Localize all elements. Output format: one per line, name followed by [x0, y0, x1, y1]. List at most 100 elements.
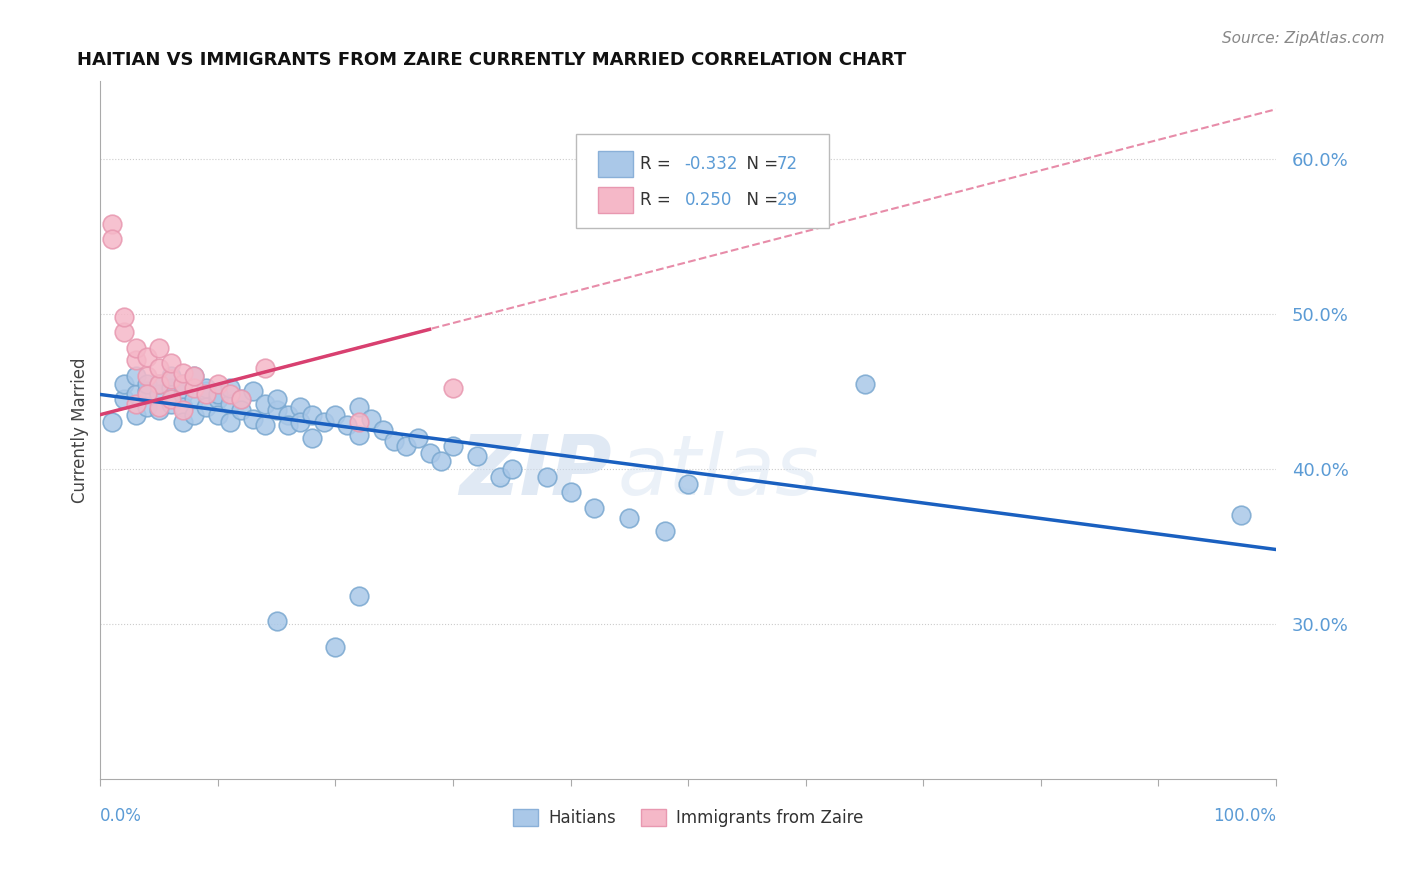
Point — [124, 408, 146, 422]
Point — [136, 400, 159, 414]
Point — [136, 351, 159, 365]
Point — [148, 400, 170, 414]
Point — [654, 524, 676, 538]
Point — [207, 376, 229, 391]
Point — [160, 372, 183, 386]
Point — [172, 416, 194, 430]
Point — [347, 427, 370, 442]
Point — [207, 387, 229, 401]
Point — [242, 412, 264, 426]
Point — [148, 361, 170, 376]
Point — [112, 392, 135, 406]
Point — [266, 614, 288, 628]
Point — [242, 384, 264, 399]
Point — [148, 341, 170, 355]
Point — [301, 408, 323, 422]
Text: 29: 29 — [776, 191, 797, 209]
Point — [172, 400, 194, 414]
Point — [501, 462, 523, 476]
Point — [101, 217, 124, 231]
Point — [183, 381, 205, 395]
Text: Source: ZipAtlas.com: Source: ZipAtlas.com — [1222, 31, 1385, 46]
Text: N =: N = — [737, 155, 783, 173]
Point — [136, 387, 159, 401]
Point — [253, 418, 276, 433]
Point — [266, 403, 288, 417]
Point — [231, 392, 253, 406]
Y-axis label: Currently Married: Currently Married — [72, 358, 89, 503]
Point — [560, 485, 582, 500]
Point — [183, 408, 205, 422]
Point — [183, 392, 205, 406]
Point — [441, 381, 464, 395]
Point — [406, 431, 429, 445]
Point — [148, 387, 170, 401]
Point — [160, 392, 183, 406]
Text: R =: R = — [640, 155, 676, 173]
Point — [1229, 508, 1251, 523]
Point — [347, 416, 370, 430]
Point — [583, 500, 606, 515]
Point — [207, 392, 229, 406]
Point — [619, 511, 641, 525]
Point — [301, 431, 323, 445]
Text: HAITIAN VS IMMIGRANTS FROM ZAIRE CURRENTLY MARRIED CORRELATION CHART: HAITIAN VS IMMIGRANTS FROM ZAIRE CURRENT… — [77, 51, 905, 69]
Point — [160, 368, 183, 383]
Point — [489, 469, 512, 483]
Point — [290, 400, 312, 414]
Point — [277, 408, 299, 422]
Point — [231, 403, 253, 417]
Point — [195, 400, 218, 414]
Point — [347, 400, 370, 414]
Point — [136, 368, 159, 383]
Point — [218, 416, 240, 430]
Point — [160, 356, 183, 370]
Point — [312, 416, 335, 430]
Point — [124, 397, 146, 411]
Point — [277, 418, 299, 433]
Point — [231, 392, 253, 406]
Text: -0.332: -0.332 — [685, 155, 738, 173]
Point — [195, 384, 218, 399]
Point — [360, 412, 382, 426]
Legend: Haitians, Immigrants from Zaire: Haitians, Immigrants from Zaire — [506, 802, 870, 833]
Text: atlas: atlas — [617, 432, 820, 513]
Point — [441, 439, 464, 453]
Point — [218, 387, 240, 401]
Point — [336, 418, 359, 433]
Point — [112, 326, 135, 340]
Point — [172, 376, 194, 391]
Point — [853, 376, 876, 391]
Point — [124, 387, 146, 401]
Point — [136, 376, 159, 391]
FancyBboxPatch shape — [598, 151, 633, 178]
Point — [536, 469, 558, 483]
Text: N =: N = — [737, 191, 783, 209]
Text: 100.0%: 100.0% — [1213, 806, 1277, 825]
Point — [253, 361, 276, 376]
Point — [112, 376, 135, 391]
Point — [395, 439, 418, 453]
Text: R =: R = — [640, 191, 676, 209]
Point — [112, 310, 135, 324]
Point — [183, 368, 205, 383]
Point — [101, 416, 124, 430]
Point — [160, 381, 183, 395]
Point — [465, 450, 488, 464]
Point — [347, 589, 370, 603]
Point — [266, 392, 288, 406]
Point — [172, 366, 194, 380]
Text: 0.0%: 0.0% — [100, 806, 142, 825]
Text: 0.250: 0.250 — [685, 191, 733, 209]
Point — [124, 353, 146, 368]
Point — [218, 381, 240, 395]
Point — [418, 446, 440, 460]
Point — [290, 416, 312, 430]
Point — [325, 408, 347, 422]
Point — [195, 381, 218, 395]
Point — [218, 397, 240, 411]
Point — [430, 454, 453, 468]
FancyBboxPatch shape — [576, 134, 830, 227]
Point — [101, 232, 124, 246]
Point — [195, 387, 218, 401]
